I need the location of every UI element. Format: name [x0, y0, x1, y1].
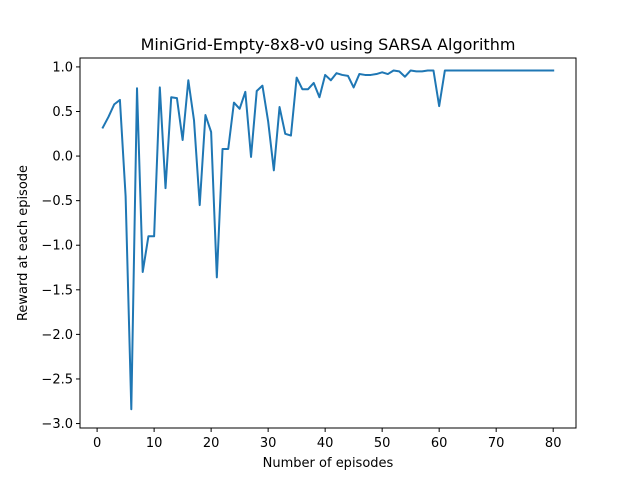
x-tick-label: 60: [431, 436, 448, 451]
y-axis: −3.0 −2.5 −2.0 −1.5 −1.0 −0.5 0.0 0.5 1.0: [41, 60, 80, 432]
x-tick-label: 40: [317, 436, 334, 451]
x-axis: 0 10 20 30 40 50 60 70 80: [93, 428, 562, 451]
x-tick-label: 80: [545, 436, 562, 451]
y-tick-label: −2.5: [41, 372, 73, 387]
y-tick-label: −1.5: [41, 283, 73, 298]
plot-area: [79, 57, 577, 429]
y-tick-label: −2.0: [41, 328, 73, 343]
y-tick-label: −3.0: [41, 417, 73, 432]
x-tick-label: 0: [93, 436, 101, 451]
x-tick-label: 20: [203, 436, 220, 451]
chart-title: MiniGrid-Empty-8x8-v0 using SARSA Algori…: [141, 35, 516, 54]
y-tick-label: 0.0: [52, 150, 73, 165]
axes-frame: [79, 57, 577, 429]
x-axis-label: Number of episodes: [263, 456, 394, 471]
x-tick-label: 50: [374, 436, 391, 451]
x-tick-label: 70: [488, 436, 505, 451]
series-line: [101, 69, 555, 411]
y-tick-label: −1.0: [41, 239, 73, 254]
x-tick-label: 10: [146, 436, 163, 451]
y-axis-label: Reward at each episode: [16, 165, 31, 321]
y-tick-label: 1.0: [52, 60, 73, 75]
y-tick-label: 0.5: [52, 105, 73, 120]
y-tick-label: −0.5: [41, 194, 73, 209]
x-tick-label: 30: [260, 436, 277, 451]
